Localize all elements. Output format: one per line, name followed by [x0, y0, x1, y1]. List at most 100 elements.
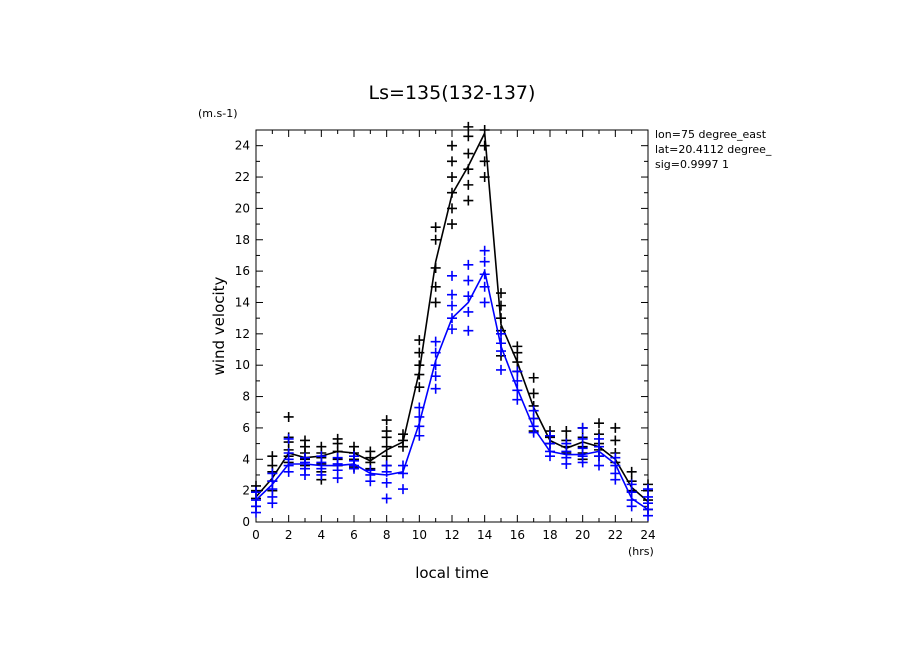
- scatter-point: [267, 468, 278, 479]
- y-tick-label: 24: [235, 139, 250, 153]
- scatter-point: [512, 394, 523, 405]
- scatter-point: [479, 140, 490, 151]
- scatter-point: [463, 306, 474, 317]
- x-tick-label: 12: [444, 528, 459, 542]
- scatter-point: [251, 487, 261, 498]
- y-tick-label: 12: [235, 327, 250, 341]
- scatter-point: [414, 335, 425, 346]
- scatter-point: [528, 388, 539, 399]
- scatter-point: [332, 433, 343, 444]
- scatter-point: [332, 452, 343, 463]
- x-tick-label: 0: [252, 528, 260, 542]
- y-tick-label: 16: [235, 264, 250, 278]
- info-line: lat=20.4112 degree_: [655, 143, 772, 156]
- y-tick-label: 20: [235, 201, 250, 215]
- scatter-point: [463, 325, 474, 336]
- scatter-point: [447, 219, 457, 230]
- y-unit-label: (m.s-1): [198, 107, 238, 120]
- x-tick-label: 2: [285, 528, 293, 542]
- y-tick-label: 10: [235, 358, 250, 372]
- y-tick-label: 0: [242, 515, 250, 529]
- scatter-point: [463, 179, 474, 190]
- axis-ticks: 0 2 4 6 8 10 12 14 16 18 20 22 240246810121416182022…: [235, 130, 656, 542]
- scatter-point: [283, 433, 294, 444]
- scatter-point: [577, 443, 588, 454]
- y-tick-label: 2: [242, 484, 250, 498]
- scatter-point: [283, 411, 294, 422]
- scatter-point: [479, 256, 490, 267]
- scatter-point: [430, 383, 441, 394]
- scatter-point: [463, 195, 474, 206]
- scatter-point: [496, 364, 506, 375]
- y-tick-label: 6: [242, 421, 250, 435]
- scatter-point: [365, 446, 376, 457]
- scatter-point: [414, 430, 425, 441]
- chart-title: Ls=135(132-137): [369, 82, 536, 104]
- scatter-point: [626, 479, 637, 490]
- x-tick-label: 4: [318, 528, 326, 542]
- data-marks: [251, 121, 653, 521]
- scatter-point: [447, 270, 457, 281]
- y-tick-label: 14: [235, 295, 250, 309]
- scatter-point: [610, 435, 621, 446]
- scatter-point: [447, 300, 457, 311]
- y-tick-label: 8: [242, 390, 250, 404]
- x-axis-label: local time: [415, 564, 489, 582]
- scatter-point: [626, 466, 637, 477]
- y-tick-label: 18: [235, 233, 250, 247]
- scatter-point: [430, 297, 441, 308]
- scatter-point: [528, 372, 539, 383]
- scatter-point: [381, 493, 392, 504]
- scatter-point: [447, 172, 457, 183]
- scatter-point: [349, 441, 359, 452]
- scatter-point: [447, 289, 457, 300]
- scatter-point: [577, 422, 588, 433]
- scatter-point: [316, 441, 327, 452]
- x-tick-label: 10: [412, 528, 427, 542]
- scatter-point: [398, 429, 408, 440]
- scatter-point: [463, 259, 474, 270]
- scatter-point: [643, 484, 653, 495]
- scatter-point: [463, 131, 474, 142]
- scatter-point: [512, 366, 523, 377]
- scatter-point: [594, 460, 604, 471]
- scatter-point: [381, 477, 392, 488]
- scatter-point: [349, 451, 359, 462]
- scatter-point: [594, 451, 604, 462]
- scatter-point: [381, 460, 392, 471]
- scatter-point: [561, 426, 572, 437]
- x-tick-label: 6: [350, 528, 358, 542]
- scatter-point: [561, 438, 572, 449]
- scatter-point: [398, 484, 408, 495]
- x-unit-label: (hrs): [628, 545, 654, 558]
- scatter-point: [512, 341, 523, 352]
- scatter-point: [610, 422, 621, 433]
- scatter-point: [430, 234, 441, 245]
- scatter-point: [381, 415, 392, 426]
- scatter-point: [594, 418, 604, 429]
- scatter-point: [316, 451, 327, 462]
- series-line: [255, 268, 649, 511]
- scatter-point: [528, 405, 539, 416]
- scatter-point: [447, 140, 457, 151]
- x-tick-label: 24: [640, 528, 655, 542]
- scatter-point: [300, 435, 310, 446]
- x-tick-label: 18: [542, 528, 557, 542]
- info-text: lon=75 degree_east lat=20.4112 degree_ s…: [655, 128, 772, 171]
- x-tick-label: 20: [575, 528, 590, 542]
- info-line: lon=75 degree_east: [655, 128, 767, 141]
- scatter-point: [447, 324, 457, 335]
- scatter-point: [479, 297, 490, 308]
- scatter-point: [447, 156, 457, 167]
- x-tick-label: 16: [510, 528, 525, 542]
- scatter-point: [398, 460, 408, 471]
- y-axis-label: wind velocity: [210, 276, 228, 375]
- x-tick-label: 22: [608, 528, 623, 542]
- scatter-point: [430, 222, 441, 233]
- scatter-point: [267, 451, 278, 462]
- scatter-point: [496, 300, 506, 311]
- scatter-point: [283, 448, 294, 459]
- scatter-point: [594, 433, 604, 444]
- y-tick-label: 4: [242, 452, 250, 466]
